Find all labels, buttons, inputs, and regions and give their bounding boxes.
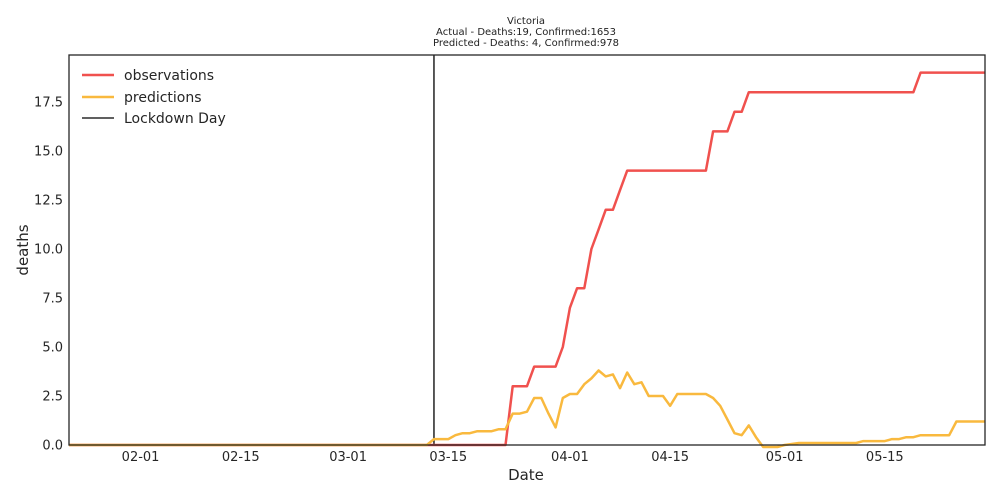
x-tick-label: 04-01 xyxy=(551,450,589,465)
x-tick-label: 02-15 xyxy=(222,450,260,465)
y-tick-label: 15.0 xyxy=(34,145,63,160)
y-tick-label: 7.5 xyxy=(42,292,63,307)
x-tick-label: 03-15 xyxy=(429,450,467,465)
x-tick-label: 05-15 xyxy=(866,450,904,465)
chart-subtitle-predicted: Predicted - Deaths: 4, Confirmed:978 xyxy=(433,38,619,49)
legend-label-lockdown-day: Lockdown Day xyxy=(124,111,226,127)
x-axis-ticks: 02-01 02-15 03-01 03-15 04-01 04-15 05-01 05-15 xyxy=(122,450,904,465)
plot-frame xyxy=(68,54,986,446)
legend-label-observations: observations xyxy=(124,68,214,84)
y-tick-label: 5.0 xyxy=(42,341,63,356)
chart-title: Victoria xyxy=(507,16,545,27)
plot-area xyxy=(69,55,985,449)
y-axis-ticks: 0.0 2.5 5.0 7.5 10.0 12.5 15.0 17.5 xyxy=(34,96,63,454)
x-tick-label: 04-15 xyxy=(651,450,689,465)
y-axis-label: deaths xyxy=(14,224,32,275)
series-line-predictions xyxy=(69,369,985,449)
y-tick-label: 12.5 xyxy=(34,194,63,209)
chart-subtitle-actual: Actual - Deaths:19, Confirmed:1653 xyxy=(436,27,616,38)
x-axis-label: Date xyxy=(508,466,544,484)
y-tick-label: 17.5 xyxy=(34,96,63,111)
legend-label-predictions: predictions xyxy=(124,90,202,106)
series-line-observations xyxy=(69,71,985,447)
y-tick-label: 2.5 xyxy=(42,390,63,405)
y-tick-label: 10.0 xyxy=(34,243,63,258)
chart-title-group: Victoria Actual - Deaths:19, Confirmed:1… xyxy=(433,16,619,49)
x-tick-label: 03-01 xyxy=(329,450,367,465)
x-tick-label: 02-01 xyxy=(122,450,160,465)
y-tick-label: 0.0 xyxy=(42,439,63,454)
legend: observations predictions Lockdown Day xyxy=(82,68,226,127)
x-tick-label: 05-01 xyxy=(766,450,804,465)
